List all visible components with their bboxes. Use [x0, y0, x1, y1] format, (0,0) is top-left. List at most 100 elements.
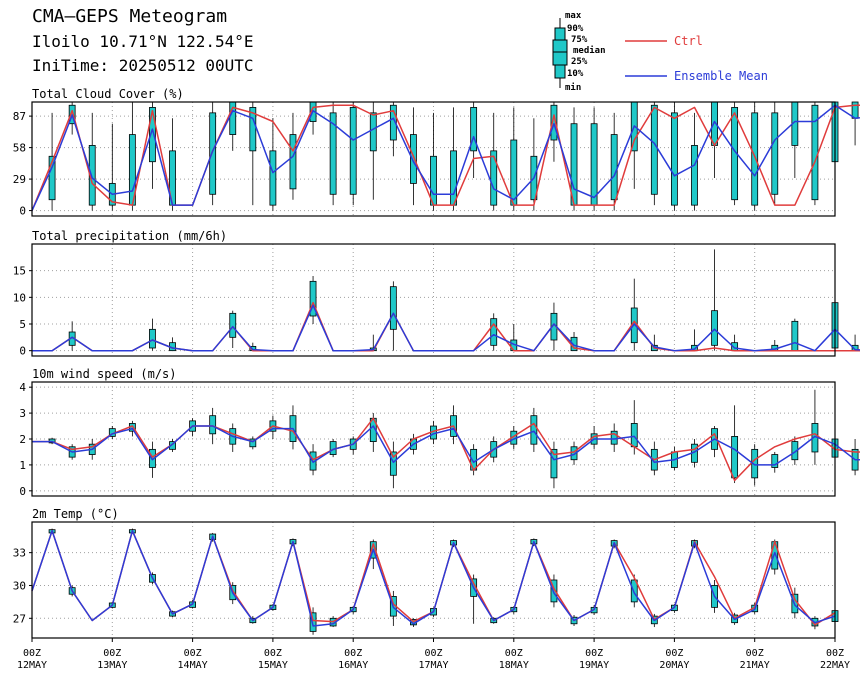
ensemble-box	[530, 407, 538, 452]
ensemble-box	[349, 102, 357, 206]
box-body	[691, 145, 698, 206]
ensemble-box	[68, 321, 76, 351]
y-tick-label: 58	[13, 142, 26, 155]
box-body	[550, 104, 558, 141]
box-body	[410, 134, 417, 184]
x-tick-date: 22MAY	[820, 660, 850, 671]
legend-label-4: 25%	[571, 57, 588, 67]
x-tick-hour: 00Z	[103, 648, 121, 659]
ensemble-box	[490, 313, 498, 351]
ensemble-box	[630, 278, 638, 351]
box-body	[570, 446, 578, 461]
box-body	[349, 107, 357, 195]
x-tick-date: 20MAY	[659, 660, 689, 671]
panel-title-2: 10m wind speed (m/s)	[32, 367, 177, 381]
x-tick-date: 16MAY	[338, 660, 368, 671]
box-body	[289, 134, 297, 190]
panel-frame	[31, 381, 836, 497]
ensemble-box	[691, 112, 698, 211]
legend-label-6: min	[565, 82, 581, 93]
y-tick-label: 0	[19, 205, 26, 218]
x-tick-hour: 00Z	[23, 648, 41, 659]
box-body	[650, 104, 658, 195]
box-body	[610, 134, 618, 201]
y-tick-label: 1	[19, 459, 26, 472]
panel-title-1: Total precipitation (mm/6h)	[32, 229, 227, 243]
ensemble-box	[550, 441, 558, 489]
x-tick-hour: 00Z	[424, 648, 442, 659]
panel-2: 10m wind speed (m/s) 0 1 2 3 4	[19, 367, 860, 498]
y-tick-label: 10	[13, 291, 26, 304]
x-tick-date: 12MAY	[17, 660, 47, 671]
y-tick-label: 30	[13, 579, 26, 592]
ensemble-box	[630, 574, 638, 608]
box-body	[309, 280, 317, 317]
x-tick-hour: 00Z	[184, 648, 202, 659]
box-body	[249, 107, 257, 152]
box-body	[430, 155, 437, 206]
box-body	[149, 107, 156, 163]
box-body	[771, 454, 779, 468]
box-body	[590, 123, 598, 206]
box-body	[48, 155, 56, 201]
box-body	[229, 312, 237, 338]
panel-frame	[31, 101, 836, 217]
panels: Total Cloud Cover (%) 0 29 58 87 Total precip…	[13, 87, 860, 639]
init-time-label: IniTime: 20250512 00UTC	[32, 56, 254, 75]
ensemble-box	[671, 102, 678, 211]
ensemble-box	[450, 405, 457, 445]
box-body	[630, 423, 638, 448]
ensemble-box	[149, 318, 156, 351]
legend-label-5: 10%	[567, 69, 584, 79]
box-body	[530, 415, 538, 445]
box-body	[450, 150, 457, 206]
x-axis: 00Z12MAY00Z13MAY00Z14MAY00Z15MAY00Z16MAY…	[17, 638, 850, 671]
x-tick-hour: 00Z	[746, 648, 764, 659]
panel-frame	[31, 243, 836, 357]
box-body	[329, 441, 337, 455]
x-tick-hour: 00Z	[344, 648, 362, 659]
ensemble-box	[791, 101, 799, 178]
ensemble-box	[811, 389, 819, 465]
ensemble-box	[811, 102, 819, 206]
ensemble-mean-line	[31, 104, 860, 211]
ensemble-box	[249, 436, 257, 450]
ensemble-box	[470, 102, 478, 178]
legend-ctrl-label: Ctrl	[674, 34, 703, 48]
ensemble-box	[791, 318, 799, 352]
box-body	[249, 438, 257, 448]
x-tick-hour: 00Z	[585, 648, 603, 659]
ensemble-box	[711, 249, 718, 351]
box-body	[389, 104, 397, 141]
box-body	[791, 441, 799, 461]
y-tick-label: 4	[19, 381, 26, 394]
y-tick-label: 5	[19, 318, 26, 331]
ensemble-mean-line	[32, 304, 860, 352]
ensemble-box	[510, 107, 518, 211]
x-tick-date: 18MAY	[499, 660, 529, 671]
panel-3: 2m Temp (°C) 27 30 33	[13, 507, 839, 639]
ensemble-box	[650, 102, 658, 206]
ensemble-box	[88, 112, 96, 211]
x-tick-hour: 00Z	[826, 648, 844, 659]
panel-title-3: 2m Temp (°C)	[32, 507, 119, 521]
box-body	[771, 112, 779, 195]
box-body	[490, 150, 498, 206]
legend-label-1: 90%	[567, 24, 584, 34]
ensemble-mean-line	[32, 425, 860, 466]
box-body	[510, 139, 518, 206]
ensemble-box	[289, 405, 297, 450]
ensemble-box	[389, 441, 397, 489]
ensemble-box	[610, 423, 618, 452]
box-body	[149, 328, 156, 349]
ensemble-box	[570, 441, 578, 465]
page-title: CMA—GEPS Meteogram	[32, 6, 228, 27]
ensemble-box	[450, 107, 457, 211]
box-body	[309, 612, 317, 632]
legend-label-3: median	[573, 45, 606, 56]
ensemble-box	[269, 118, 277, 211]
ensemble-box	[550, 102, 558, 162]
box-body	[389, 451, 397, 476]
